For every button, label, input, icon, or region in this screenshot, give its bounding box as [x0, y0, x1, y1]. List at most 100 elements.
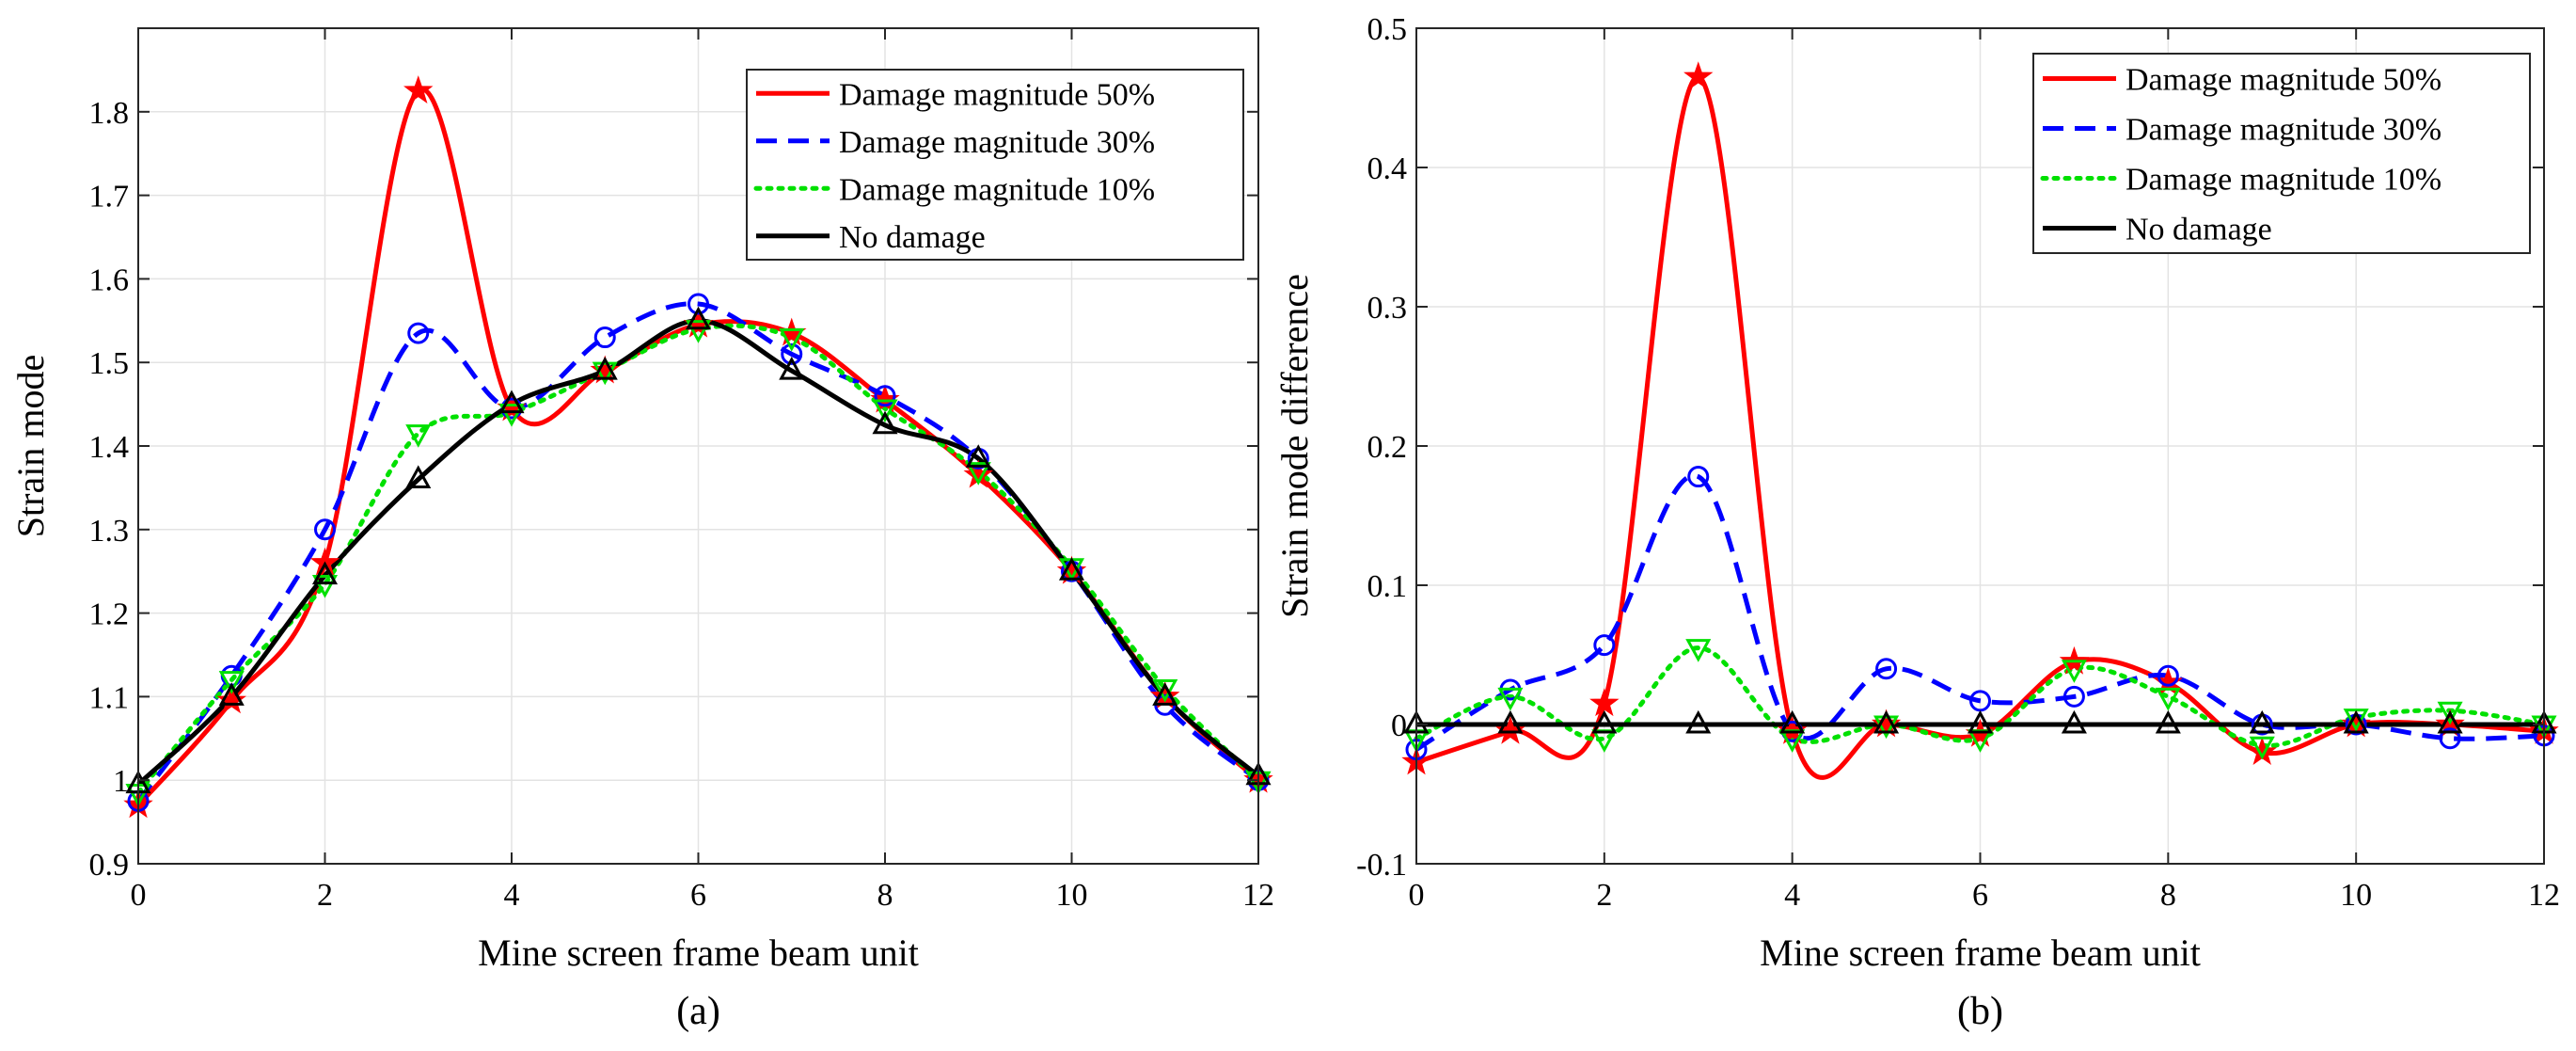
data-point-s3-10: [2343, 709, 2369, 734]
data-point-s3-1: [1497, 709, 1524, 734]
y-tick-label: 0.2: [1367, 430, 1408, 465]
legend-label-0: Damage magnitude 50%: [839, 77, 1155, 112]
x-tick-label: 0: [1409, 878, 1425, 913]
y-tick-label: 1.3: [89, 514, 130, 549]
data-point-s3-7: [2061, 709, 2087, 734]
data-point-s3-6: [685, 306, 712, 330]
data-point-s2-8: [2155, 687, 2181, 711]
data-point-s2-9: [2249, 736, 2275, 760]
data-point-s2-3: [1685, 639, 1712, 662]
x-tick-label: 6: [1972, 878, 1988, 913]
x-tick-label: 6: [690, 878, 706, 913]
legend-label-2: Damage magnitude 10%: [2126, 163, 2442, 198]
x-tick-label: 2: [317, 878, 333, 913]
x-tick-label: 8: [2160, 878, 2176, 913]
y-tick-label: 1.2: [89, 597, 130, 632]
data-point-s1-11: [2439, 727, 2461, 750]
y-tick-label: 0.9: [89, 848, 130, 883]
data-point-s1-5: [593, 326, 616, 349]
legend-label-3: No damage: [2126, 213, 2272, 247]
y-tick-label: 1.5: [89, 346, 130, 381]
series-line-0: [1415, 74, 2545, 780]
legend-label-3: No damage: [839, 220, 986, 255]
data-point-s0-1: [1495, 715, 1525, 744]
y-tick-label: 1.8: [89, 96, 130, 131]
panel-label: (b): [1957, 990, 2003, 1033]
data-point-s1-3: [1687, 466, 1710, 488]
data-point-s2-1: [1497, 687, 1524, 711]
legend: Damage magnitude 50% Damage magnitude 30%…: [2032, 53, 2531, 254]
x-tick-label: 10: [1056, 878, 1088, 913]
legend-label-1: Damage magnitude 30%: [839, 125, 1155, 160]
data-point-s1-2: [1593, 634, 1616, 657]
data-point-s0-2: [1589, 688, 1620, 717]
y-tick-label: 1.4: [89, 430, 130, 465]
data-point-s3-5: [592, 356, 618, 380]
data-point-s2-8: [872, 399, 898, 423]
data-point-s1-7: [781, 342, 803, 365]
legend-label-2: Damage magnitude 10%: [839, 172, 1155, 207]
y-tick-label: 0.1: [1367, 569, 1408, 604]
data-point-s3-4: [1779, 709, 1806, 734]
legend-box: [2032, 53, 2531, 254]
data-point-s0-3: [1683, 61, 1714, 90]
data-point-s2-4: [498, 403, 525, 427]
legend-box: [746, 69, 1244, 261]
data-point-s2-11: [1152, 679, 1178, 703]
data-point-s1-6: [687, 293, 709, 315]
legend-label-0: Damage magnitude 50%: [2126, 63, 2442, 98]
data-point-s3-9: [965, 444, 991, 468]
y-tick-label: -0.1: [1356, 848, 1407, 883]
data-point-s3-1: [218, 682, 245, 706]
x-tick-label: 12: [2528, 878, 2560, 913]
panel-label: (a): [676, 990, 720, 1033]
panel-a: 0 2 4 6 8 10 12 0.9 1 1.1 1.2 1.3 1.4 1.5 1.6 1.7 1.8 Min…: [9, 27, 1274, 1033]
y-tick-label: 1: [113, 764, 129, 799]
data-point-s2-2: [311, 575, 339, 598]
x-axis-title: Mine screen frame beam unit: [1760, 932, 2201, 974]
data-point-s2-9: [965, 462, 991, 486]
x-tick-label: 12: [1242, 878, 1274, 913]
x-tick-label: 4: [1784, 878, 1800, 913]
y-tick-label: 1.1: [89, 680, 130, 715]
x-tick-label: 4: [504, 878, 520, 913]
data-point-s3-8: [872, 410, 898, 435]
data-point-s3-7: [779, 356, 805, 380]
legend-label-1: Damage magnitude 30%: [2126, 113, 2442, 148]
data-point-s3-2: [311, 561, 339, 585]
data-point-s2-5: [592, 361, 618, 386]
data-point-s3-4: [498, 390, 525, 414]
data-point-s2-6: [685, 320, 712, 343]
y-tick-label: 0.3: [1367, 291, 1408, 326]
data-point-s1-8: [2157, 664, 2179, 687]
data-point-s3-2: [1591, 709, 1618, 734]
y-tick-label: 0: [1391, 709, 1407, 743]
data-point-s3-11: [2437, 709, 2463, 734]
data-point-s3-9: [2249, 709, 2275, 734]
data-point-s1-8: [874, 385, 896, 407]
y-axis-title: Strain mode: [9, 355, 52, 537]
x-axis-title: Mine screen frame beam unit: [478, 932, 919, 974]
y-axis-title: Strain mode difference: [1273, 274, 1316, 618]
data-point-s2-7: [779, 328, 805, 352]
data-point-s1-3: [407, 322, 430, 344]
data-point-s3-8: [2155, 709, 2181, 734]
data-point-s2-3: [405, 424, 432, 448]
data-point-s1-5: [1875, 658, 1898, 680]
data-point-s1-7: [2062, 685, 2085, 708]
series-line-2: [1414, 645, 2547, 748]
data-point-s3-11: [1152, 682, 1178, 706]
legend: Damage magnitude 50% Damage magnitude 30%…: [746, 69, 1244, 261]
y-tick-label: 0.5: [1367, 12, 1408, 47]
data-point-s3-3: [1685, 709, 1712, 734]
y-tick-label: 1.7: [89, 180, 130, 215]
y-tick-label: 1.6: [89, 263, 130, 297]
data-point-s2-5: [1873, 715, 1900, 740]
data-point-s0-3: [403, 75, 434, 104]
data-point-s0-1: [216, 685, 246, 714]
data-point-s2-7: [2061, 660, 2087, 683]
x-tick-label: 10: [2340, 878, 2372, 913]
data-point-s1-6: [1969, 690, 1991, 712]
data-point-s3-10: [1058, 557, 1085, 581]
